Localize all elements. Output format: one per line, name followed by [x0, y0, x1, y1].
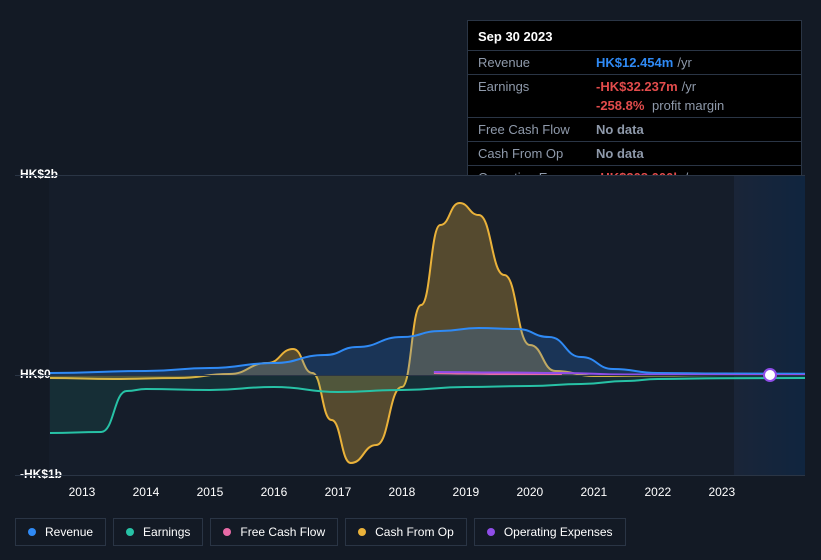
- legend-item[interactable]: Operating Expenses: [474, 518, 626, 546]
- legend-label: Earnings: [143, 525, 190, 539]
- tooltip-label: Free Cash Flow: [478, 122, 596, 137]
- tooltip-value: HK$12.454m: [596, 55, 673, 70]
- tooltip-subunit: profit margin: [648, 98, 724, 113]
- legend-item[interactable]: Cash From Op: [345, 518, 467, 546]
- tooltip-row: Free Cash FlowNo data: [468, 117, 801, 141]
- gridline: [15, 375, 805, 376]
- x-tick-label: 2019: [453, 485, 480, 499]
- tooltip-unit: /yr: [677, 55, 691, 70]
- tooltip-subvalue: -258.8%: [596, 98, 644, 113]
- legend-label: Operating Expenses: [504, 525, 613, 539]
- tooltip-value: -HK$32.237m: [596, 79, 678, 94]
- legend-dot: [126, 528, 134, 536]
- series-revenue-fill: [50, 328, 805, 375]
- x-tick-label: 2020: [517, 485, 544, 499]
- x-tick-label: 2018: [389, 485, 416, 499]
- legend-label: Cash From Op: [375, 525, 454, 539]
- tooltip-label: Revenue: [478, 55, 596, 70]
- legend-dot: [358, 528, 366, 536]
- series-earnings-fill: [50, 375, 805, 433]
- tooltip-subrow: -258.8% profit margin: [468, 98, 801, 117]
- legend-dot: [487, 528, 495, 536]
- legend-item[interactable]: Earnings: [113, 518, 203, 546]
- x-tick-label: 2014: [133, 485, 160, 499]
- tooltip-row: Earnings-HK$32.237m/yr: [468, 74, 801, 98]
- tooltip-value: No data: [596, 146, 644, 161]
- legend-label: Revenue: [45, 525, 93, 539]
- tooltip-row: RevenueHK$12.454m/yr: [468, 50, 801, 74]
- x-tick-label: 2013: [69, 485, 96, 499]
- y-tick-label: HK$0: [20, 367, 51, 381]
- legend-item[interactable]: Free Cash Flow: [210, 518, 338, 546]
- chart[interactable]: HK$2b HK$0 -HK$1b: [15, 160, 805, 480]
- cursor-marker: [763, 368, 777, 382]
- x-tick-label: 2016: [261, 485, 288, 499]
- x-tick-label: 2017: [325, 485, 352, 499]
- gridline: [15, 175, 805, 176]
- x-tick-label: 2015: [197, 485, 224, 499]
- tooltip-date: Sep 30 2023: [468, 21, 801, 50]
- x-tick-label: 2021: [580, 485, 607, 499]
- plot-area: [50, 175, 805, 475]
- tooltip-value: No data: [596, 122, 644, 137]
- legend-item[interactable]: Revenue: [15, 518, 106, 546]
- tooltip-label: Earnings: [478, 79, 596, 94]
- tooltip-label: Cash From Op: [478, 146, 596, 161]
- legend: Revenue Earnings Free Cash Flow Cash From O…: [15, 518, 626, 546]
- x-tick-label: 2023: [708, 485, 735, 499]
- y-tick-label: -HK$1b: [20, 467, 62, 481]
- tooltip-unit: /yr: [682, 79, 696, 94]
- legend-label: Free Cash Flow: [240, 525, 325, 539]
- legend-dot: [28, 528, 36, 536]
- x-axis: 2013 2014 2015 2016 2017 2018 2019 2020 2021 2022…: [15, 485, 805, 505]
- y-tick-label: HK$2b: [20, 167, 58, 181]
- x-tick-label: 2022: [644, 485, 671, 499]
- legend-dot: [223, 528, 231, 536]
- gridline: [15, 475, 805, 476]
